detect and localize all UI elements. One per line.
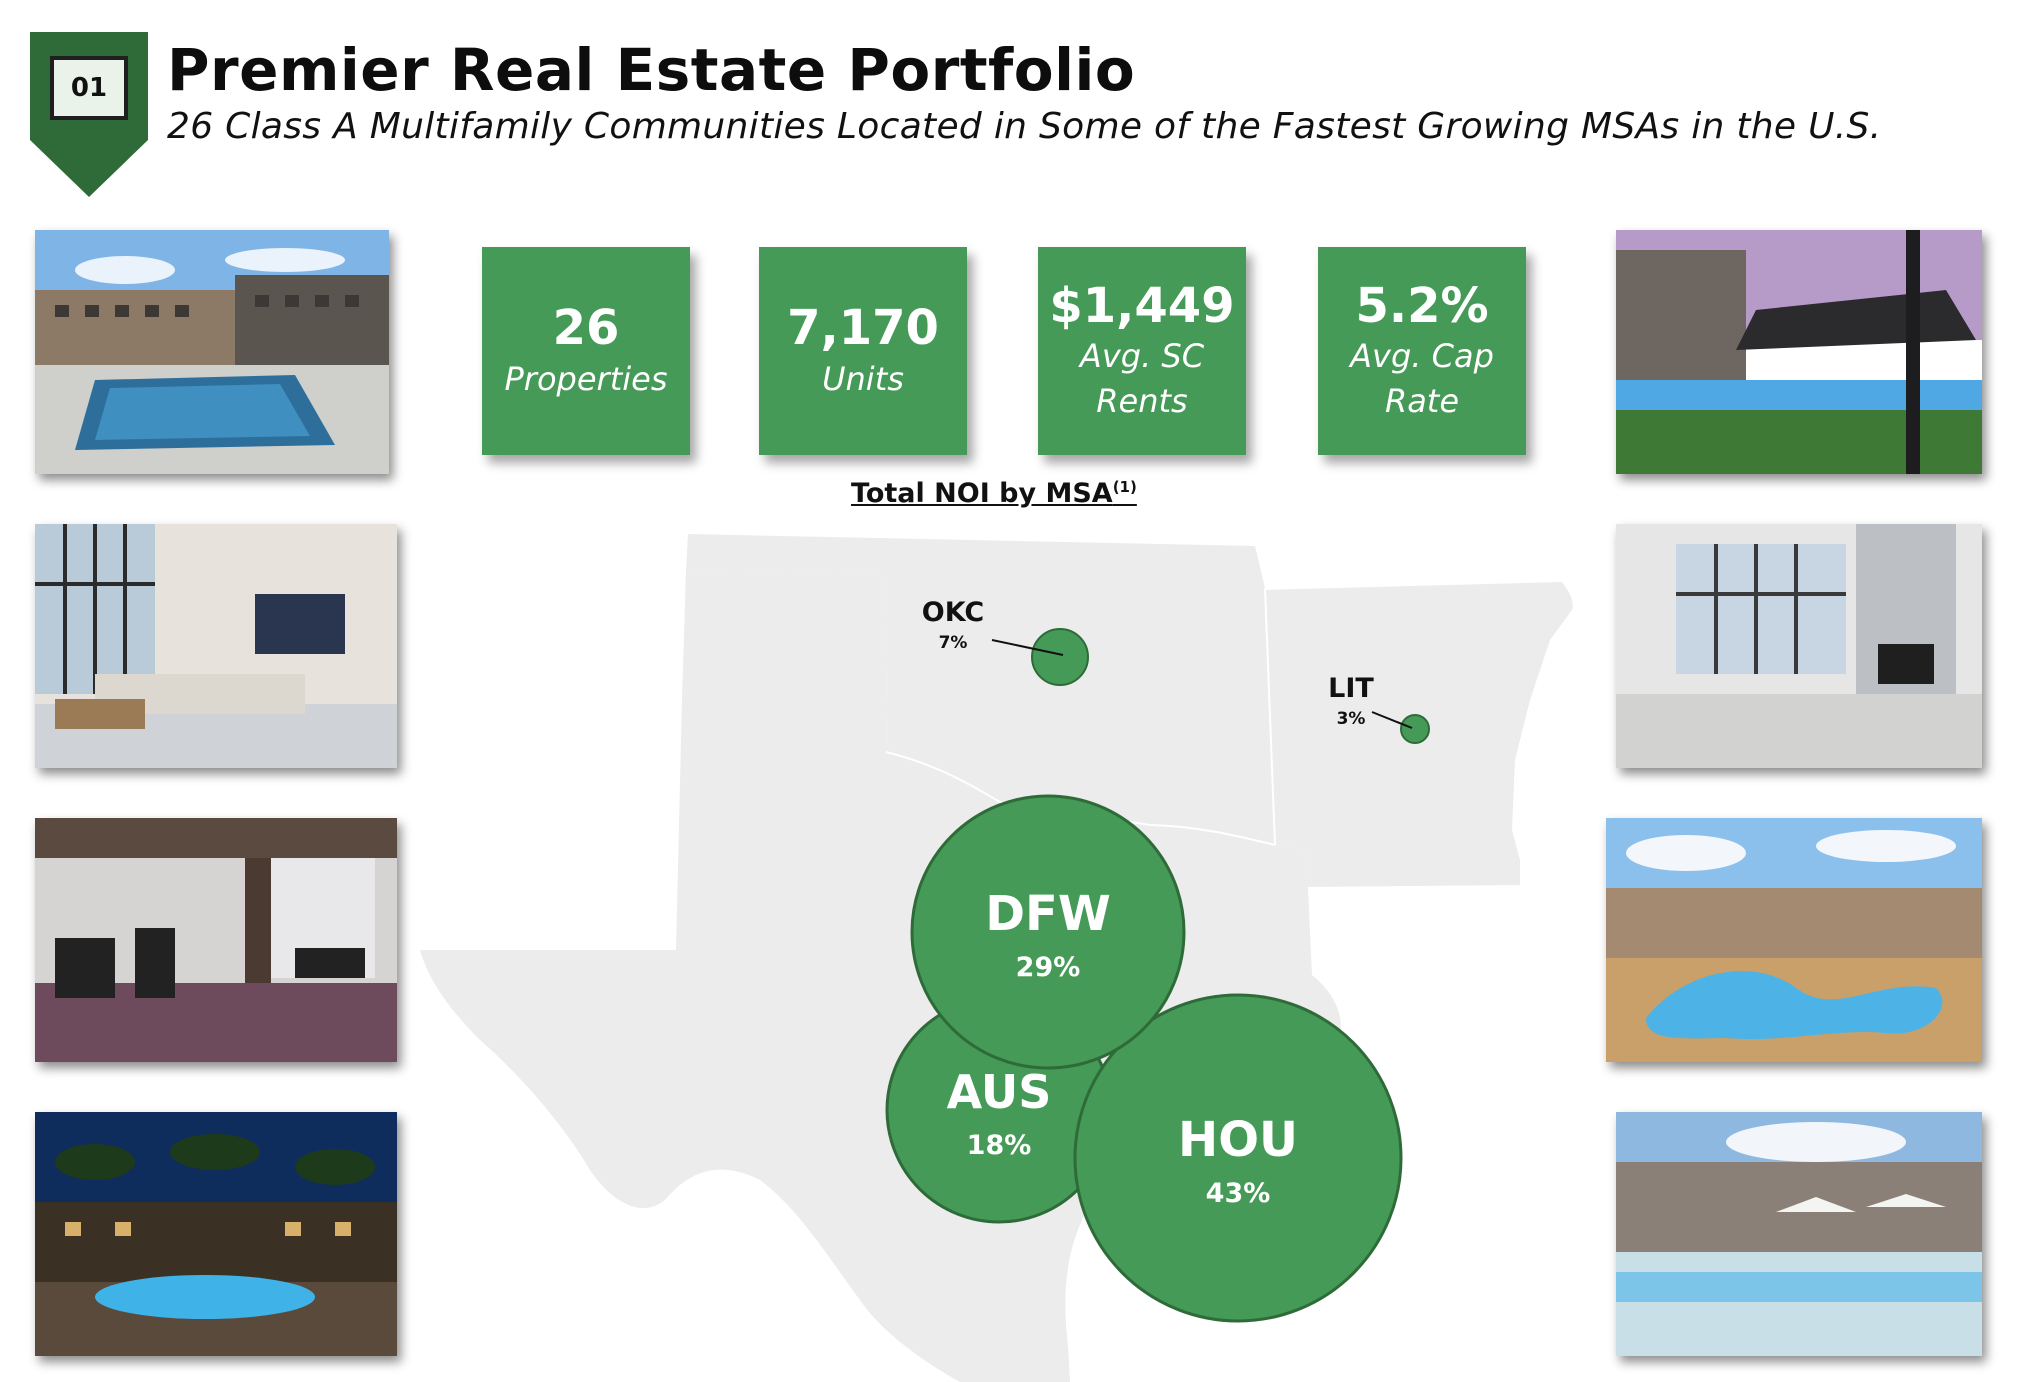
msa-code-aus: AUS [947, 1065, 1052, 1119]
msa-share-lit: 3% [1337, 709, 1366, 729]
stat-value: $1,449 [1049, 278, 1235, 335]
msa-code-hou: HOU [1178, 1112, 1298, 1168]
state-oklahoma [686, 534, 1275, 845]
map-title: Total NOI by MSA(1) [851, 478, 1137, 509]
stat-label-line2: Rents [1096, 381, 1188, 420]
stat-value: 26 [552, 300, 620, 357]
bubble-hou [1073, 993, 1403, 1323]
msa-share-dfw: 29% [1016, 952, 1081, 983]
msa-share-hou: 43% [1206, 1178, 1271, 1209]
msa-share-okc: 7% [939, 633, 968, 653]
stat-value: 7,170 [787, 300, 939, 357]
msa-code-lit: LIT [1328, 673, 1374, 704]
photo-pool-courtyard [35, 230, 389, 474]
callout-line-lit [1371, 711, 1413, 729]
stat-label-line1: Avg. Cap [1350, 337, 1494, 376]
page-title: Premier Real Estate Portfolio [167, 36, 1136, 104]
bubble-okc [1031, 628, 1089, 686]
stat-label: Properties [504, 359, 668, 398]
stat-avg-rents: $1,449 Avg. SC Rents [1038, 247, 1246, 455]
photo-fitness-center [35, 818, 397, 1062]
photo-pool-night [35, 1112, 397, 1356]
msa-share-aus: 18% [967, 1130, 1032, 1161]
photo-resort-pool [1606, 818, 1982, 1062]
stat-value: 5.2% [1355, 278, 1489, 335]
stat-label-line1: Avg. SC [1079, 337, 1205, 376]
callout-line-okc [991, 639, 1064, 656]
msa-code-okc: OKC [922, 597, 984, 628]
section-badge: 01 [30, 32, 148, 197]
section-number: 01 [50, 56, 128, 120]
stat-units: 7,170 Units [759, 247, 967, 455]
bubble-lit [1400, 714, 1430, 744]
map-footnote: (1) [1112, 478, 1137, 496]
stat-label-line2: Rate [1384, 381, 1460, 420]
photo-lounge-pool [1616, 1112, 1982, 1356]
msa-code-dfw: DFW [985, 886, 1111, 942]
stat-cap-rate: 5.2% Avg. Cap Rate [1318, 247, 1526, 455]
stat-properties: 26 Properties [482, 247, 690, 455]
stat-label: Units [822, 359, 904, 398]
page-subtitle: 26 Class A Multifamily Communities Locat… [167, 106, 1882, 147]
photo-clubhouse-lounge [35, 524, 397, 768]
bubble-dfw [910, 794, 1186, 1070]
photo-outdoor-cabana [1616, 230, 1982, 474]
map-title-text: Total NOI by MSA [851, 478, 1113, 509]
photo-clubhouse-fireplace [1616, 524, 1982, 768]
